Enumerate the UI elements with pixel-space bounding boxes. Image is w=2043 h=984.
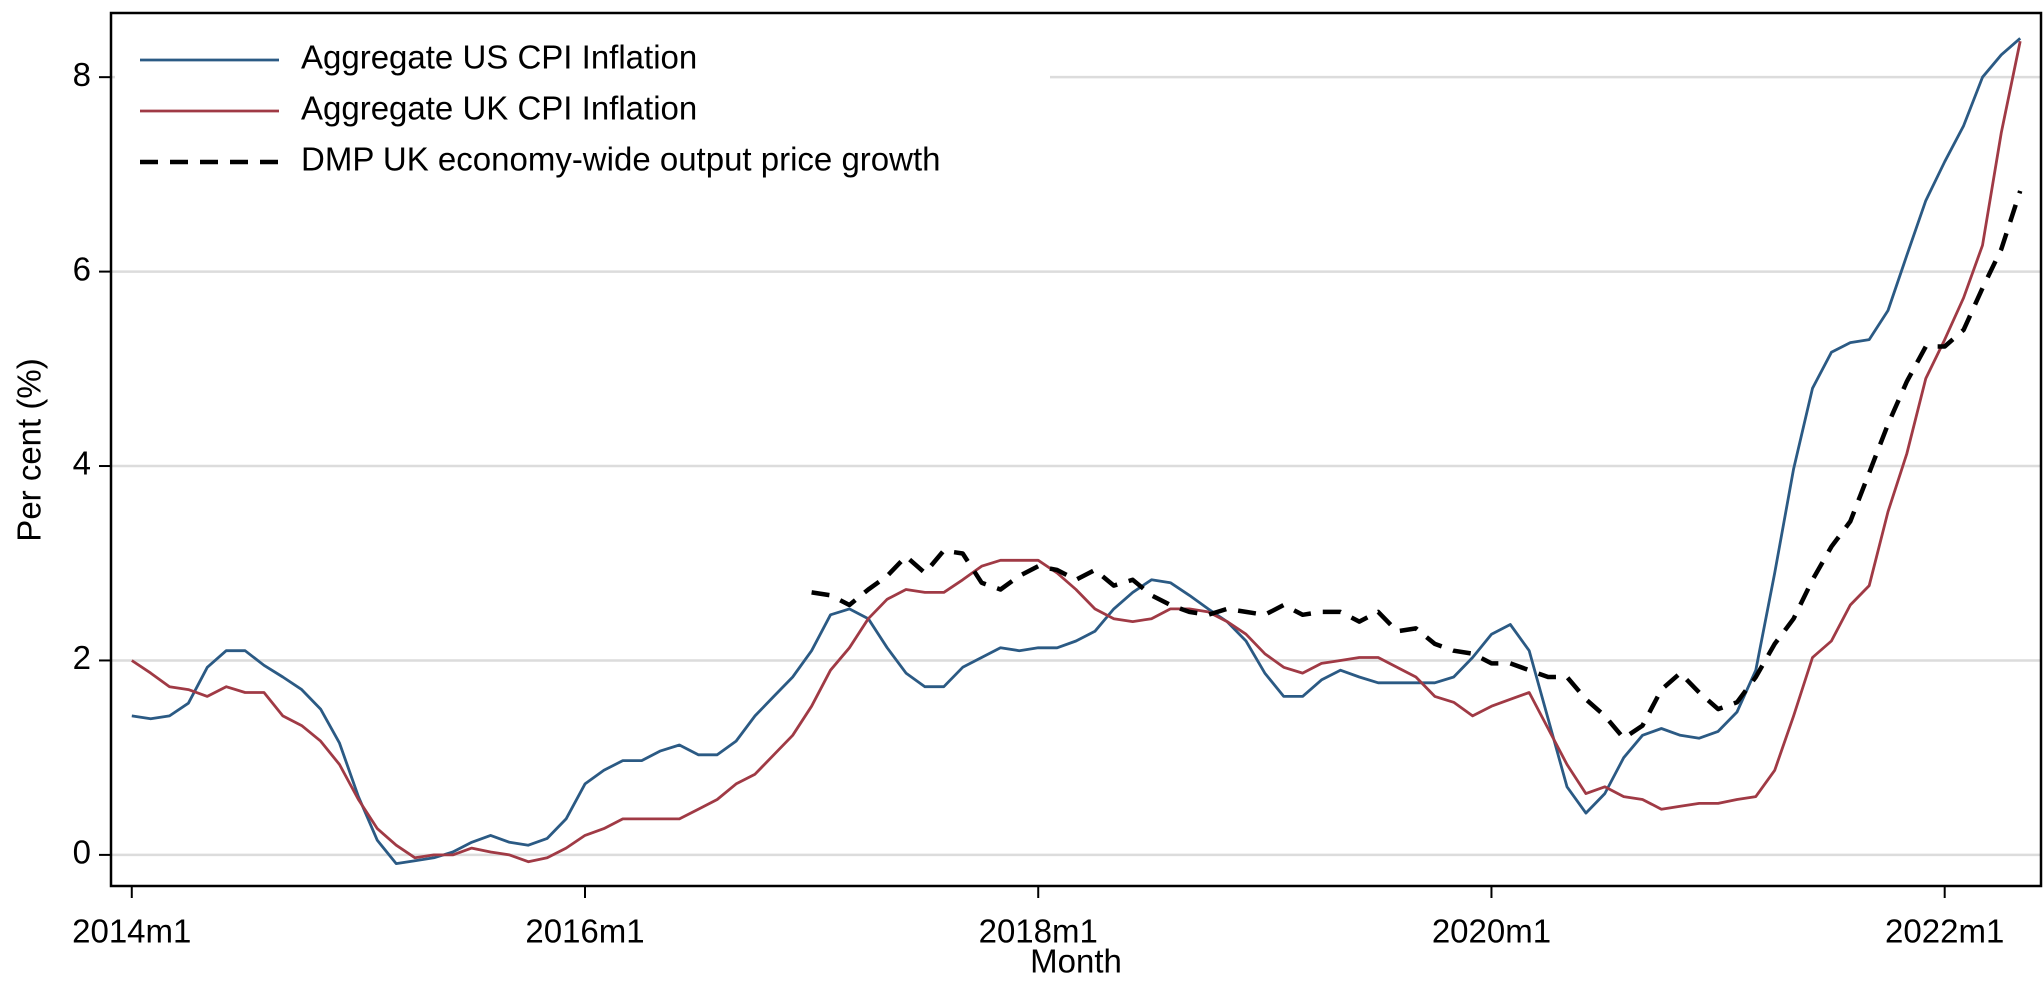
y-tick-label: 6: [73, 250, 91, 287]
series-line: [131, 40, 2022, 864]
legend-label: DMP UK economy-wide output price growth: [301, 141, 941, 178]
plot-frame: [109, 11, 2043, 888]
y-tick-label: 8: [73, 56, 91, 93]
x-tick-label: 2014m1: [72, 913, 191, 950]
y-tick-label: 4: [73, 445, 91, 482]
y-tick-label: 0: [73, 834, 91, 871]
y-axis-title: Per cent (%): [11, 358, 48, 541]
x-tick-label: 2022m1: [1885, 913, 2004, 950]
x-tick-label: 2020m1: [1432, 913, 1551, 950]
x-axis-title: Month: [1030, 943, 1122, 980]
series-line: [811, 190, 2023, 741]
legend-label: Aggregate UK CPI Inflation: [301, 90, 697, 127]
y-tick-label: 2: [73, 639, 91, 676]
x-tick-label: 2018m1: [979, 913, 1098, 950]
x-tick-label: 2016m1: [525, 913, 644, 950]
legend-label: Aggregate US CPI Inflation: [301, 39, 697, 76]
